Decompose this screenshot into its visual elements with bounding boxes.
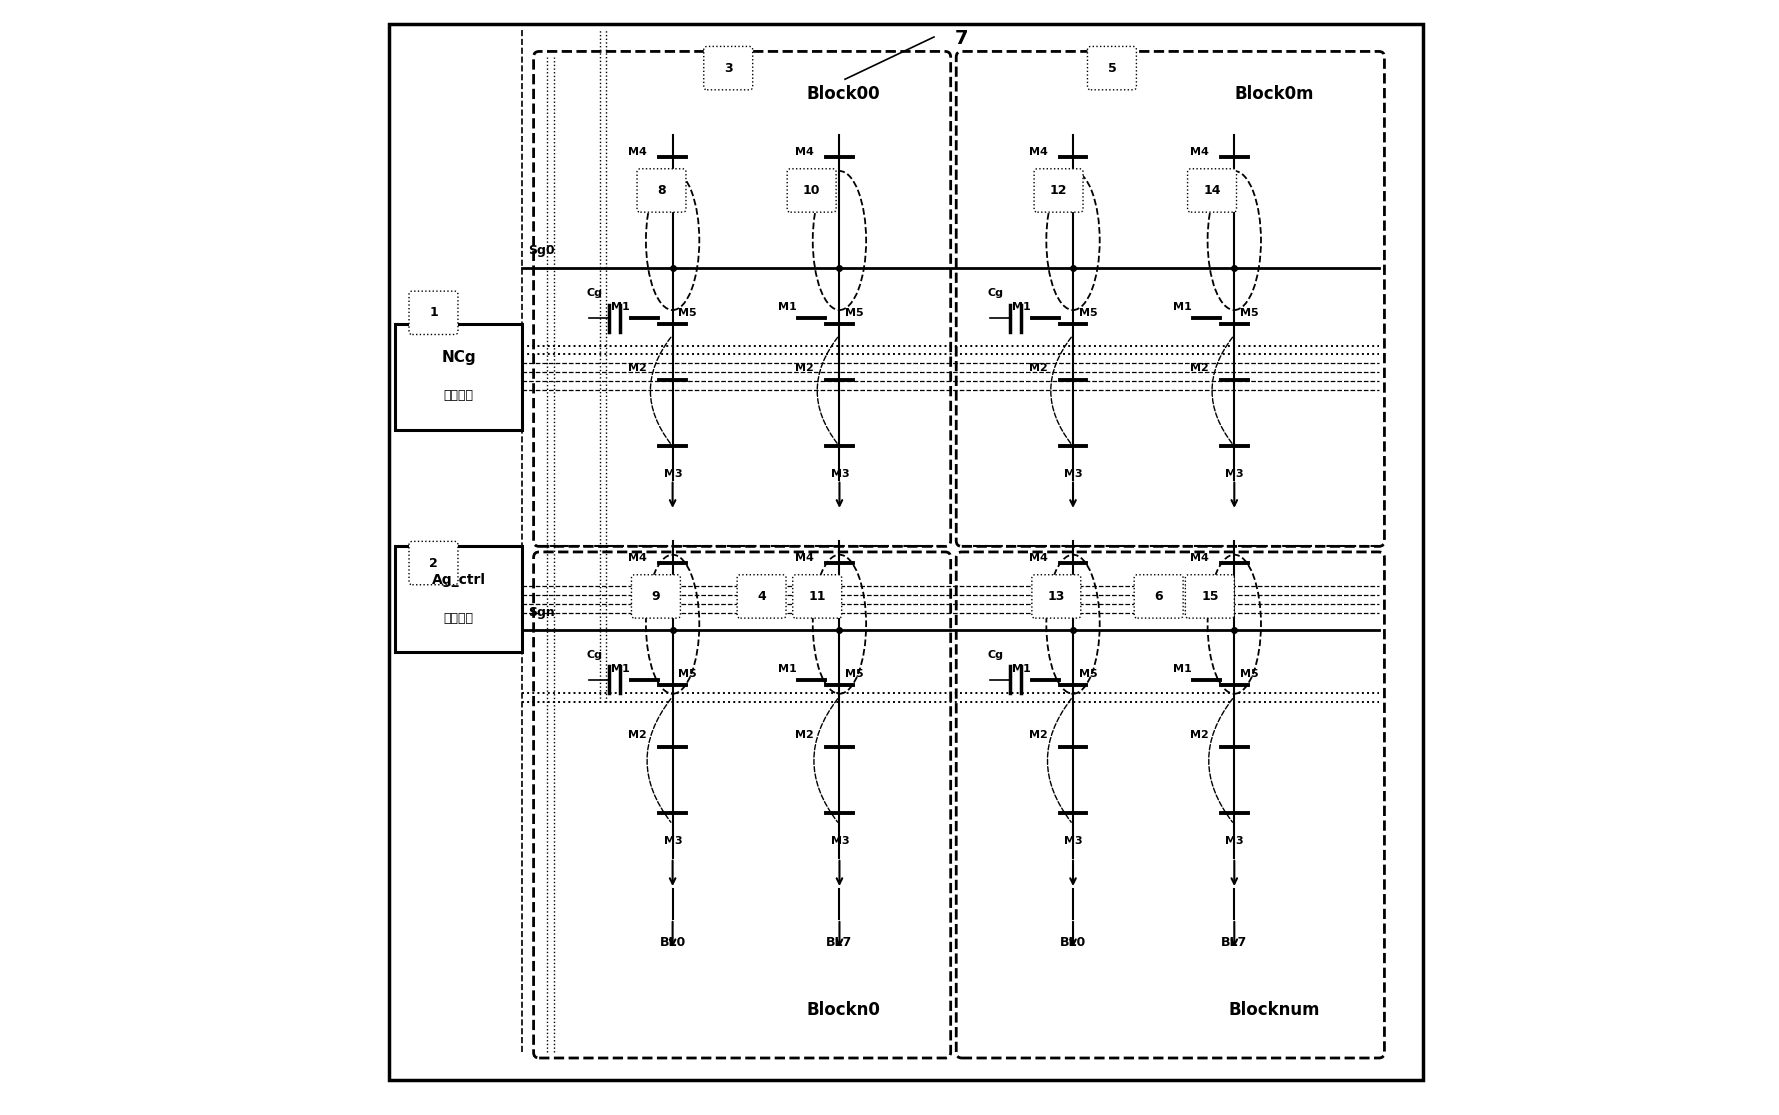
Text: M3: M3 — [1064, 469, 1083, 479]
FancyBboxPatch shape — [1032, 574, 1082, 618]
Text: M5: M5 — [1078, 308, 1098, 318]
FancyBboxPatch shape — [409, 542, 457, 584]
Text: M2: M2 — [1028, 363, 1048, 374]
Bar — [395, 546, 523, 652]
Text: M3: M3 — [1226, 469, 1244, 479]
Text: M1: M1 — [612, 663, 630, 673]
Text: 3: 3 — [724, 61, 733, 75]
Text: M3: M3 — [664, 836, 683, 846]
Text: M4: M4 — [628, 146, 648, 156]
Text: M1: M1 — [612, 302, 630, 312]
Text: M1: M1 — [1172, 663, 1192, 673]
Text: Block00: Block00 — [808, 85, 881, 103]
Text: M4: M4 — [795, 146, 813, 156]
Text: M5: M5 — [845, 308, 863, 318]
Text: 控制电路: 控制电路 — [443, 612, 473, 624]
Text: 8: 8 — [656, 184, 665, 197]
Text: M4: M4 — [1028, 553, 1048, 562]
Text: Blockn0: Blockn0 — [806, 1001, 881, 1019]
FancyBboxPatch shape — [409, 291, 457, 334]
Text: Ag_ctrl: Ag_ctrl — [432, 573, 486, 588]
Text: BL7: BL7 — [1220, 935, 1247, 949]
Text: BL7: BL7 — [825, 935, 852, 949]
Text: 5: 5 — [1108, 61, 1115, 75]
Bar — [395, 324, 523, 429]
Text: Blocknum: Blocknum — [1229, 1001, 1320, 1019]
Text: Cg: Cg — [587, 289, 603, 299]
Text: M4: M4 — [795, 553, 813, 562]
Text: 2: 2 — [429, 556, 438, 570]
Text: M4: M4 — [1190, 553, 1208, 562]
FancyBboxPatch shape — [1087, 47, 1137, 90]
FancyBboxPatch shape — [1185, 574, 1235, 618]
Text: M5: M5 — [845, 669, 863, 679]
FancyBboxPatch shape — [632, 574, 680, 618]
Text: Sgn: Sgn — [528, 605, 555, 619]
Text: M2: M2 — [1028, 730, 1048, 740]
Text: M3: M3 — [831, 469, 849, 479]
Text: 控制电路: 控制电路 — [443, 389, 473, 403]
FancyBboxPatch shape — [1135, 574, 1183, 618]
Text: M5: M5 — [1078, 669, 1098, 679]
Text: Cg: Cg — [587, 650, 603, 660]
Text: 15: 15 — [1201, 590, 1219, 603]
Text: BL0: BL0 — [1060, 935, 1087, 949]
Text: BL0: BL0 — [660, 935, 685, 949]
Text: 4: 4 — [758, 590, 767, 603]
Text: M1: M1 — [777, 663, 797, 673]
Text: M2: M2 — [795, 363, 813, 374]
Text: M1: M1 — [777, 302, 797, 312]
Text: M1: M1 — [1012, 302, 1030, 312]
Text: M5: M5 — [1240, 669, 1258, 679]
FancyBboxPatch shape — [1034, 168, 1083, 212]
FancyBboxPatch shape — [786, 168, 836, 212]
Text: M3: M3 — [1064, 836, 1083, 846]
Text: M2: M2 — [1190, 363, 1208, 374]
Text: 12: 12 — [1050, 184, 1067, 197]
Text: 1: 1 — [429, 307, 438, 319]
Text: M3: M3 — [831, 836, 849, 846]
Text: 10: 10 — [802, 184, 820, 197]
FancyBboxPatch shape — [637, 168, 687, 212]
FancyBboxPatch shape — [704, 47, 753, 90]
Text: M5: M5 — [678, 669, 697, 679]
Text: Sg0: Sg0 — [528, 244, 555, 258]
Text: M4: M4 — [1190, 146, 1208, 156]
FancyBboxPatch shape — [737, 574, 786, 618]
Text: M1: M1 — [1012, 663, 1030, 673]
Text: M3: M3 — [664, 469, 683, 479]
Text: M5: M5 — [678, 308, 697, 318]
Text: M2: M2 — [795, 730, 813, 740]
Text: M2: M2 — [1190, 730, 1208, 740]
Text: M2: M2 — [628, 730, 648, 740]
FancyBboxPatch shape — [793, 574, 841, 618]
Text: 14: 14 — [1203, 184, 1220, 197]
Text: Cg: Cg — [987, 650, 1003, 660]
Text: 13: 13 — [1048, 590, 1066, 603]
Text: NCg: NCg — [441, 350, 475, 366]
Text: M5: M5 — [1240, 308, 1258, 318]
Text: 11: 11 — [808, 590, 825, 603]
Text: 7: 7 — [955, 29, 968, 48]
Text: 6: 6 — [1155, 590, 1163, 603]
Text: M4: M4 — [628, 553, 648, 562]
FancyBboxPatch shape — [1188, 168, 1236, 212]
Text: M1: M1 — [1172, 302, 1192, 312]
Text: M2: M2 — [628, 363, 648, 374]
Text: Block0m: Block0m — [1235, 85, 1315, 103]
Text: 9: 9 — [651, 590, 660, 603]
Text: M4: M4 — [1028, 146, 1048, 156]
Text: Cg: Cg — [987, 289, 1003, 299]
Text: M3: M3 — [1226, 836, 1244, 846]
